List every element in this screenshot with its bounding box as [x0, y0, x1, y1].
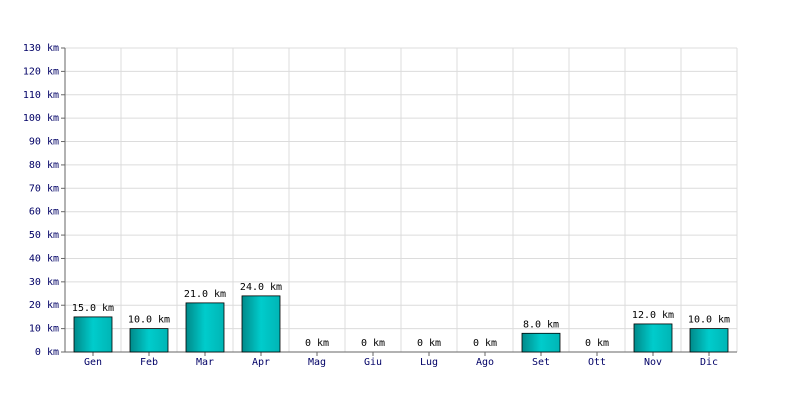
value-label: 10.0 km: [128, 315, 170, 326]
bar: [521, 332, 561, 353]
x-tick-label: Mar: [196, 357, 214, 368]
bar: [689, 328, 729, 353]
value-label: 12.0 km: [632, 310, 674, 321]
bar: [185, 302, 225, 353]
value-label: 21.0 km: [184, 289, 226, 300]
bar: [241, 295, 281, 353]
x-tick-label: Feb: [140, 357, 158, 368]
x-tick-label: Mag: [308, 357, 326, 368]
x-tick-label: Apr: [252, 357, 270, 368]
y-tick-label: 130 km: [23, 43, 59, 54]
value-label: 10.0 km: [688, 315, 730, 326]
y-tick-label: 70 km: [29, 183, 59, 194]
y-tick-label: 10 km: [29, 324, 59, 335]
x-tick-label: Gen: [84, 357, 102, 368]
y-tick-label: 120 km: [23, 66, 59, 77]
bar: [129, 328, 169, 353]
x-tick-label: Ago: [476, 357, 494, 368]
y-tick-label: 50 km: [29, 230, 59, 241]
value-label: 0 km: [417, 338, 441, 349]
y-tick-label: 100 km: [23, 113, 59, 124]
y-tick-label: 90 km: [29, 137, 59, 148]
y-tick-label: 0 km: [35, 347, 59, 358]
x-tick-label: Dic: [700, 357, 718, 368]
x-tick-label: Ott: [588, 357, 606, 368]
value-label: 15.0 km: [72, 303, 114, 314]
value-label: 0 km: [585, 338, 609, 349]
y-tick-label: 80 km: [29, 160, 59, 171]
value-label: 0 km: [305, 338, 329, 349]
y-tick-label: 30 km: [29, 277, 59, 288]
x-tick-label: Set: [532, 357, 550, 368]
value-label: 0 km: [361, 338, 385, 349]
value-label: 0 km: [473, 338, 497, 349]
y-tick-label: 40 km: [29, 253, 59, 264]
value-label: 8.0 km: [523, 319, 559, 330]
x-tick-label: Giu: [364, 357, 382, 368]
bar: [633, 323, 673, 353]
y-tick-label: 110 km: [23, 90, 59, 101]
x-tick-label: Nov: [644, 357, 662, 368]
x-tick-label: Lug: [420, 357, 438, 368]
value-label: 24.0 km: [240, 282, 282, 293]
y-tick-label: 60 km: [29, 207, 59, 218]
y-tick-label: 20 km: [29, 300, 59, 311]
bar: [73, 316, 113, 353]
